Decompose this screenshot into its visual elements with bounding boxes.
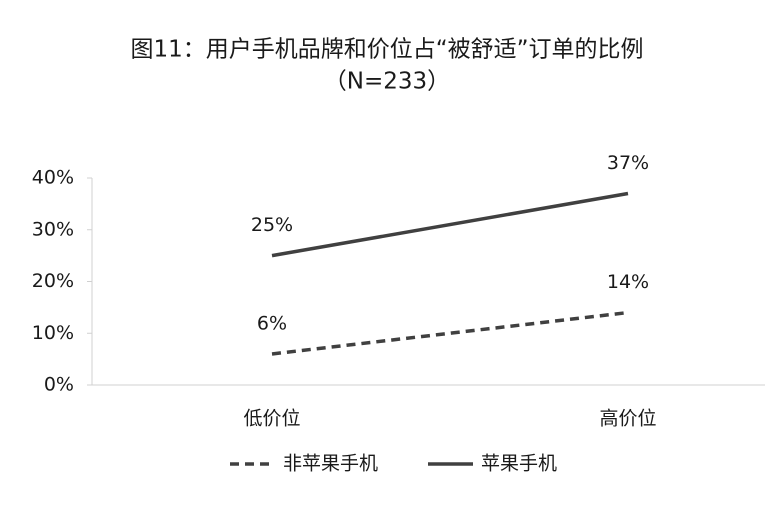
data-label: 14%: [607, 271, 649, 293]
y-tick-label: 40%: [32, 167, 74, 189]
y-tick-label: 20%: [32, 270, 74, 292]
x-tick-label: 高价位: [599, 408, 656, 430]
y-tick-label: 0%: [44, 374, 74, 396]
y-tick-label: 10%: [32, 322, 74, 344]
data-label: 6%: [257, 312, 287, 334]
series-line: [271, 191, 629, 258]
chart-title: 图11：用户手机品牌和价位占“被舒适”订单的比例: [130, 37, 643, 63]
y-tick-label: 30%: [32, 218, 74, 240]
series-line: [271, 310, 629, 356]
legend-label: 非苹果手机: [283, 453, 378, 475]
data-label: 37%: [607, 152, 649, 174]
legend-label: 苹果手机: [481, 453, 557, 475]
x-tick-label: 低价位: [243, 408, 300, 430]
chart-subtitle: （N=233）: [324, 69, 450, 95]
data-label: 25%: [251, 214, 293, 236]
